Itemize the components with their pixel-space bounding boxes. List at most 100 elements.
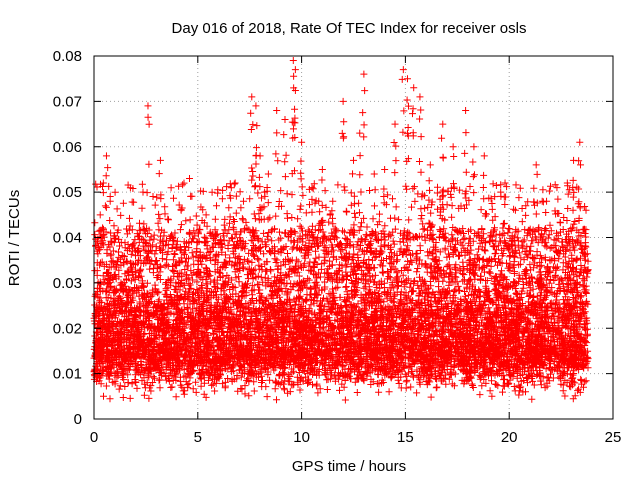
x-tick-label: 0 xyxy=(90,429,98,446)
roti-point xyxy=(221,260,229,268)
roti-point xyxy=(360,133,368,141)
roti-point xyxy=(380,185,388,193)
roti-point xyxy=(256,204,264,212)
roti-point xyxy=(563,280,571,288)
roti-point xyxy=(564,273,572,281)
roti-point xyxy=(255,173,263,181)
roti-point xyxy=(511,282,519,290)
roti-point xyxy=(510,258,518,266)
roti-point xyxy=(99,189,107,197)
roti-point xyxy=(576,138,584,146)
roti-point xyxy=(132,252,140,260)
roti-point xyxy=(318,221,326,229)
roti-point xyxy=(417,168,425,176)
roti-point xyxy=(522,345,530,353)
roti-point xyxy=(280,131,288,139)
roti-point xyxy=(221,215,229,223)
roti-point xyxy=(569,268,577,276)
roti-point xyxy=(152,243,160,251)
roti-point xyxy=(291,66,299,74)
roti-point xyxy=(563,241,571,249)
roti-point xyxy=(308,195,316,203)
roti-point xyxy=(370,264,378,272)
roti-point xyxy=(273,129,281,137)
y-tick-label: 0.05 xyxy=(53,184,82,201)
roti-point xyxy=(272,150,280,158)
roti-point xyxy=(238,244,246,252)
y-tick-label: 0.03 xyxy=(53,275,82,292)
roti-point xyxy=(569,176,577,184)
roti-point xyxy=(171,229,179,237)
roti-point xyxy=(111,322,119,330)
roti-point xyxy=(99,224,107,232)
x-tick-label: 15 xyxy=(397,429,414,446)
roti-point xyxy=(203,222,211,230)
roti-point xyxy=(481,212,489,220)
roti-point xyxy=(297,175,305,183)
roti-point xyxy=(123,288,131,296)
roti-point xyxy=(291,87,299,95)
roti-point xyxy=(105,277,113,285)
roti-point xyxy=(531,233,539,241)
roti-point xyxy=(123,341,131,349)
y-tick-label: 0.01 xyxy=(53,366,82,383)
roti-point xyxy=(308,229,316,237)
roti-point xyxy=(462,106,470,114)
roti-point xyxy=(409,129,417,137)
roti-point xyxy=(274,157,282,165)
roti-point xyxy=(92,349,100,357)
ticks-layer: 0 5 10 15 20 25 0 0.01 0.02 0.03 0.04 0.05 0.06 0.07 0… xyxy=(53,48,622,446)
roti-point xyxy=(369,215,377,223)
roti-point xyxy=(239,197,247,205)
points-layer xyxy=(90,57,592,404)
roti-point xyxy=(177,206,185,214)
roti-point xyxy=(178,257,186,265)
roti-point xyxy=(256,183,264,191)
roti-point xyxy=(409,105,417,113)
roti-point xyxy=(117,279,125,287)
x-tick-label: 10 xyxy=(293,429,310,446)
roti-point xyxy=(178,269,186,277)
roti-point xyxy=(450,184,458,192)
roti-point xyxy=(371,228,379,236)
roti-point xyxy=(163,278,171,286)
roti-point xyxy=(164,339,172,347)
roti-point xyxy=(297,246,305,254)
roti-point xyxy=(491,213,499,221)
roti-point xyxy=(140,260,148,268)
roti-point xyxy=(93,267,101,275)
roti-point xyxy=(116,362,124,370)
roti-point xyxy=(298,138,306,146)
roti-point xyxy=(107,283,115,291)
roti-point xyxy=(297,202,305,210)
roti-point xyxy=(351,209,359,217)
roti-point xyxy=(370,170,378,178)
roti-point xyxy=(440,232,448,240)
roti-point xyxy=(392,142,400,150)
roti-point xyxy=(249,168,257,176)
roti-point xyxy=(329,293,337,301)
roti-point xyxy=(151,281,159,289)
roti-point xyxy=(533,262,541,270)
roti-point xyxy=(96,211,104,219)
roti-point xyxy=(427,231,435,239)
roti-point xyxy=(289,57,297,65)
roti-point xyxy=(307,243,315,251)
roti-point xyxy=(130,284,138,292)
roti-point xyxy=(470,171,478,179)
roti-point xyxy=(253,122,261,130)
roti-point xyxy=(240,331,248,339)
roti-point xyxy=(100,311,108,319)
roti-point xyxy=(111,302,119,310)
x-axis-title: GPS time / hours xyxy=(292,458,406,475)
roti-point xyxy=(123,335,131,343)
roti-point xyxy=(426,161,434,169)
roti-point xyxy=(544,273,552,281)
roti-point xyxy=(575,185,583,193)
roti-point xyxy=(462,129,470,137)
roti-point xyxy=(425,186,433,194)
roti-point xyxy=(328,229,336,237)
roti-point xyxy=(350,200,358,208)
roti-point xyxy=(239,282,247,290)
roti-point xyxy=(392,157,400,165)
